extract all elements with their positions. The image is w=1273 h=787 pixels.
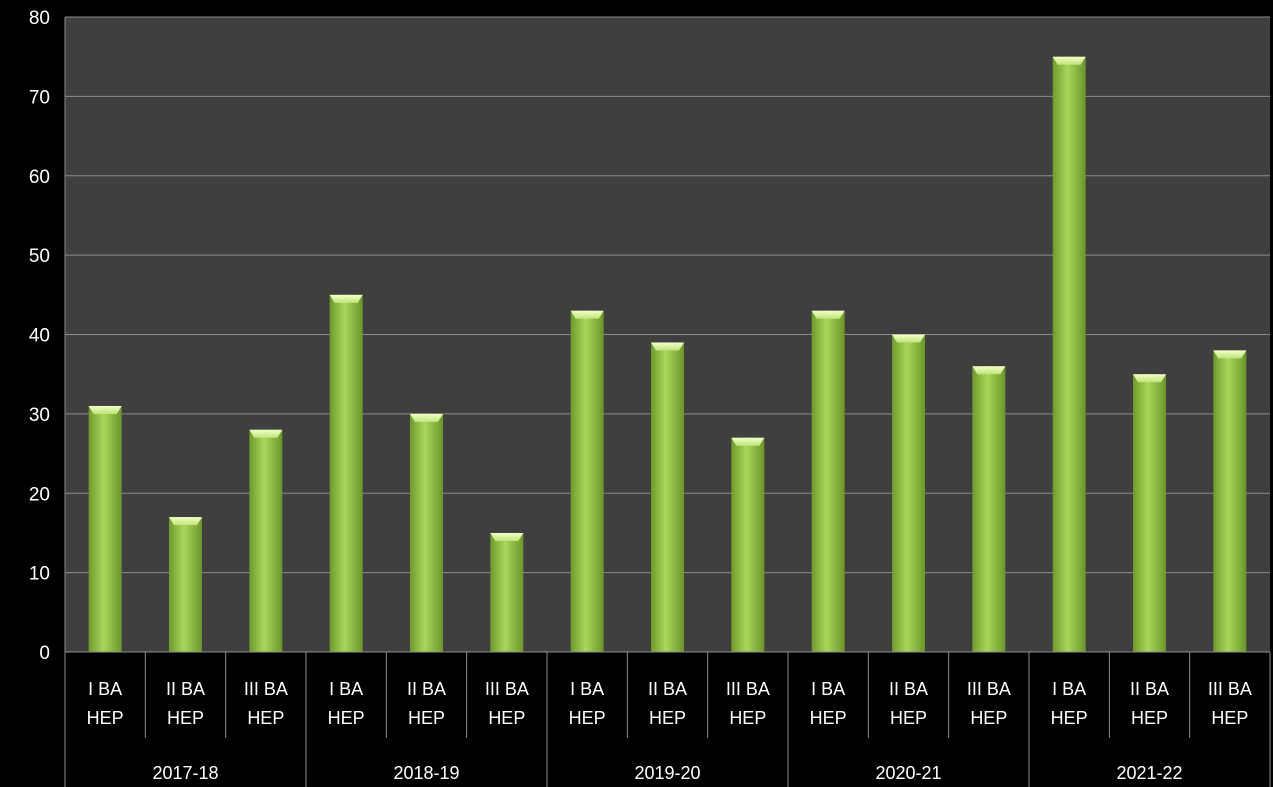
bar — [651, 342, 684, 652]
bar-cap — [490, 532, 524, 541]
bar — [811, 310, 845, 652]
x-category-label-line1: II BA — [648, 679, 687, 699]
bar-cap — [329, 294, 363, 303]
x-group-label: 2018-19 — [393, 763, 459, 783]
bar — [570, 310, 604, 652]
bar — [490, 532, 524, 652]
x-category-label-line2: HEP — [970, 708, 1007, 728]
x-category-label-line1: I BA — [329, 679, 363, 699]
y-tick-label: 20 — [29, 484, 50, 505]
x-category-label-line2: HEP — [87, 708, 124, 728]
x-category-label-line1: I BA — [570, 679, 604, 699]
y-tick-label: 60 — [29, 167, 50, 188]
x-category-label-line2: HEP — [1211, 708, 1248, 728]
y-tick-label: 10 — [29, 564, 50, 585]
x-category-label-line1: II BA — [407, 679, 446, 699]
x-category-label-line1: III BA — [244, 679, 288, 699]
x-category-label-line1: I BA — [811, 679, 845, 699]
bar-cap — [1052, 56, 1086, 65]
bar-cap — [410, 413, 443, 422]
bar — [88, 405, 122, 652]
bar — [972, 366, 1006, 652]
x-category-label-line2: HEP — [569, 708, 606, 728]
bar — [329, 294, 363, 652]
y-tick-label: 70 — [29, 87, 50, 108]
bar — [169, 517, 202, 652]
x-group-label: 2020-21 — [875, 763, 941, 783]
x-group-label: 2017-18 — [152, 763, 218, 783]
x-category-label-line1: III BA — [726, 679, 770, 699]
x-category-label-line1: II BA — [1130, 679, 1169, 699]
x-axis-dividers — [65, 651, 1271, 787]
bar — [1213, 350, 1247, 652]
x-category-label-line1: I BA — [1052, 679, 1086, 699]
bar-cap — [651, 342, 684, 351]
x-category-label-line1: III BA — [967, 679, 1011, 699]
bar-cap — [972, 366, 1006, 375]
bar-cap — [169, 517, 202, 526]
x-group-label: 2019-20 — [634, 763, 700, 783]
x-category-label-line2: HEP — [167, 708, 204, 728]
y-tick-label: 0 — [39, 643, 50, 664]
x-category-label-line1: III BA — [1208, 679, 1252, 699]
bar-cap — [731, 437, 765, 446]
x-category-label-line2: HEP — [649, 708, 686, 728]
x-axis-group-labels: 2017-18 2018-19 2019-20 2020-21 2021-22 — [152, 763, 1182, 783]
bar — [1052, 56, 1086, 652]
x-axis-category-labels: I BA HEP II BA HEP III BA HEP I BA HEP II BA HEP I… — [87, 679, 1252, 728]
x-group-label: 2021-22 — [1116, 763, 1182, 783]
x-category-label-line1: II BA — [889, 679, 928, 699]
bar-cap — [892, 334, 925, 343]
bar-cap — [1133, 374, 1166, 383]
bar — [731, 437, 765, 652]
y-tick-label: 40 — [29, 326, 50, 347]
y-axis-tick-labels: 0 10 20 30 40 50 60 70 80 — [29, 8, 50, 664]
bar-cap — [811, 310, 845, 319]
bar — [249, 429, 283, 652]
y-tick-label: 80 — [29, 8, 50, 29]
bar-cap — [88, 405, 122, 414]
x-category-label-line2: HEP — [729, 708, 766, 728]
x-category-label-line1: III BA — [485, 679, 529, 699]
bar-cap — [1213, 350, 1247, 359]
y-tick-label: 50 — [29, 246, 50, 267]
bar — [892, 334, 925, 652]
x-category-label-line2: HEP — [890, 708, 927, 728]
x-category-label-line2: HEP — [1051, 708, 1088, 728]
x-category-label-line1: I BA — [88, 679, 122, 699]
y-tick-label: 30 — [29, 405, 50, 426]
bar — [1133, 374, 1166, 652]
x-category-label-line1: II BA — [166, 679, 205, 699]
x-category-label-line2: HEP — [408, 708, 445, 728]
bar-cap — [249, 429, 283, 438]
x-category-label-line2: HEP — [328, 708, 365, 728]
bars — [88, 56, 1247, 652]
bar — [410, 413, 443, 652]
x-category-label-line2: HEP — [1131, 708, 1168, 728]
bar-cap — [570, 310, 604, 319]
x-category-label-line2: HEP — [488, 708, 525, 728]
x-category-label-line2: HEP — [810, 708, 847, 728]
x-category-label-line2: HEP — [247, 708, 284, 728]
